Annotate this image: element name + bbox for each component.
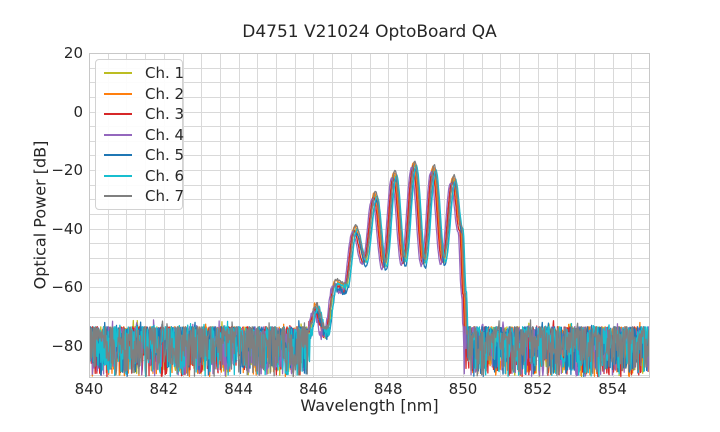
- x-tick-label: 844: [224, 380, 253, 398]
- legend-line-sample: [104, 154, 132, 156]
- legend-item: Ch. 5: [96, 146, 185, 165]
- x-tick-label: 854: [598, 380, 627, 398]
- legend-item-label: Ch. 4: [145, 125, 185, 144]
- x-tick-label: 846: [299, 380, 328, 398]
- y-tick-label: −80: [51, 336, 83, 355]
- x-tick-label: 852: [523, 380, 553, 398]
- x-axis-label: Wavelength [nm]: [300, 396, 439, 415]
- chart-title: D4751 V21024 OptoBoard QA: [242, 22, 497, 42]
- legend-line-sample: [104, 195, 132, 197]
- y-tick-label: −40: [51, 219, 83, 238]
- x-tick-label: 850: [448, 380, 478, 398]
- x-tick-label: 842: [149, 380, 179, 398]
- legend-item-label: Ch. 6: [145, 166, 185, 185]
- legend-line-sample: [104, 92, 132, 95]
- legend-line-sample: [104, 174, 132, 177]
- legend-item-label: Ch. 2: [145, 84, 185, 103]
- x-tick-label: 848: [373, 380, 403, 398]
- x-tick-label: 840: [74, 380, 104, 398]
- legend-item: Ch. 7: [96, 187, 185, 206]
- legend-item: Ch. 4: [96, 125, 185, 144]
- y-tick-label: −60: [51, 278, 83, 297]
- legend-item: Ch. 1: [96, 64, 185, 83]
- legend-line-sample: [104, 113, 132, 115]
- legend-item-label: Ch. 7: [145, 187, 185, 205]
- legend-item-label: Ch. 3: [145, 105, 185, 123]
- legend-line-sample: [104, 133, 132, 136]
- y-tick-label: −20: [51, 161, 83, 180]
- legend-item-label: Ch. 1: [145, 64, 185, 82]
- legend-line-sample: [104, 72, 132, 74]
- legend-item: Ch. 6: [96, 166, 185, 185]
- legend-item-label: Ch. 5: [145, 146, 185, 164]
- legend-item: Ch. 3: [96, 105, 185, 124]
- legend: Ch. 1 Ch. 2 Ch. 3 Ch. 4 Ch. 5 Ch. 6 Ch. 7: [95, 59, 185, 210]
- y-tick-label: 0: [73, 102, 83, 121]
- y-tick-label: 20: [63, 44, 83, 62]
- legend-item: Ch. 2: [96, 84, 185, 103]
